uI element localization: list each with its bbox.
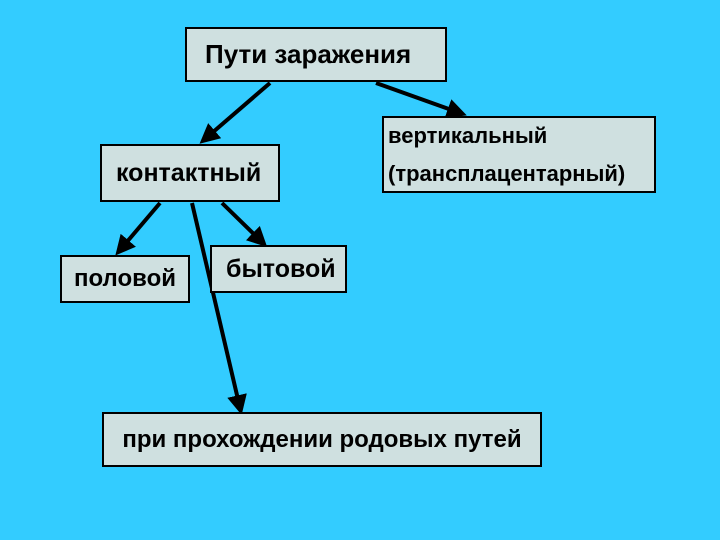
edge-contact-sexual xyxy=(120,203,160,250)
edge-contact-birth xyxy=(192,203,240,408)
node-label: вертикальный (трансплацентарный) xyxy=(388,117,625,192)
node-birth: при прохождении родовых путей xyxy=(102,412,542,467)
node-root: Пути заражения xyxy=(185,27,447,82)
node-sexual: половой xyxy=(60,255,190,303)
node-household: бытовой xyxy=(210,245,347,293)
edge-root-vertical xyxy=(376,83,460,113)
edge-root-contact xyxy=(205,83,270,139)
node-label: бытовой xyxy=(226,255,336,284)
edge-contact-household xyxy=(222,203,262,242)
node-vertical: вертикальный (трансплацентарный) xyxy=(382,116,656,193)
node-label: половой xyxy=(74,265,176,293)
node-contact: контактный xyxy=(100,144,280,202)
node-label: при прохождении родовых путей xyxy=(122,426,521,454)
diagram-canvas: Пути заражения контактный вертикальный (… xyxy=(0,0,720,540)
node-label: контактный xyxy=(116,159,261,188)
node-label: Пути заражения xyxy=(205,39,411,70)
